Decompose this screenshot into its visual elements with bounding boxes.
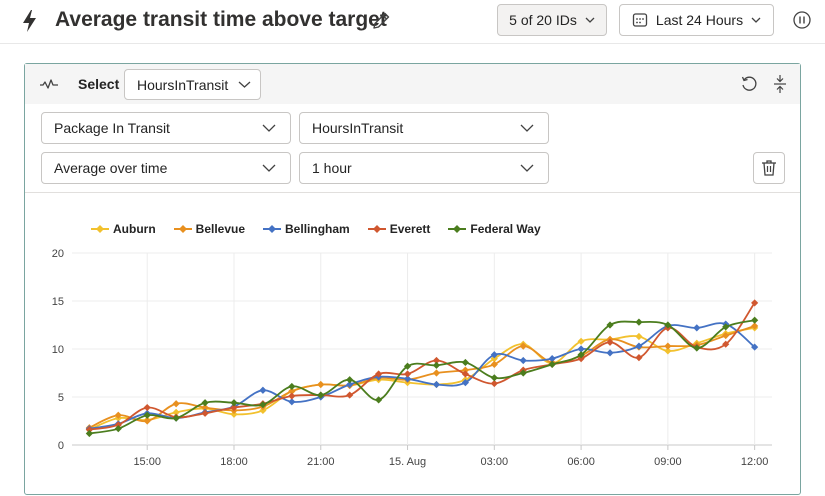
legend-marker-icon: [91, 225, 109, 233]
legend-marker-icon: [448, 225, 467, 233]
select-dropdown-value: HoursInTransit: [137, 76, 229, 93]
ids-filter-button[interactable]: 5 of 20 IDs: [497, 4, 607, 36]
entity-dropdown[interactable]: Package In Transit: [41, 112, 291, 144]
interval-dropdown[interactable]: 1 hour: [299, 152, 549, 184]
legend-item[interactable]: Bellingham: [263, 222, 350, 236]
page-title: Average transit time above target: [55, 8, 387, 31]
time-range-label: Last 24 Hours: [655, 12, 744, 28]
legend-item[interactable]: Auburn: [91, 222, 156, 236]
entity-dropdown-value: Package In Transit: [54, 120, 170, 136]
legend-marker-icon: [263, 225, 282, 233]
legend-item[interactable]: Bellevue: [173, 222, 246, 236]
time-range-button[interactable]: Last 24 Hours: [619, 4, 774, 36]
chevron-down-icon: [751, 17, 761, 23]
divider: [25, 192, 800, 193]
interval-dropdown-value: 1 hour: [312, 160, 352, 176]
collapse-icon[interactable]: [772, 74, 788, 94]
legend-marker-icon: [173, 225, 192, 233]
chevron-down-icon: [520, 124, 534, 132]
page-header: Average transit time above target 5 of 2…: [0, 0, 825, 44]
legend-label: Bellingham: [285, 222, 350, 236]
select-label: Select: [78, 76, 120, 92]
select-dropdown[interactable]: HoursInTransit: [124, 69, 261, 100]
chart-card: Select HoursInTransit Package In Transit…: [24, 63, 801, 495]
calendar-icon: [632, 13, 648, 27]
chevron-down-icon: [520, 164, 534, 172]
metric-dropdown-value: HoursInTransit: [312, 120, 404, 136]
chevron-down-icon: [262, 164, 276, 172]
legend-label: Bellevue: [195, 222, 246, 236]
legend-item[interactable]: Everett: [367, 222, 431, 236]
pause-icon[interactable]: [792, 10, 812, 30]
chevron-down-icon: [585, 17, 595, 23]
reset-icon[interactable]: [740, 75, 758, 93]
legend-label: Auburn: [113, 222, 156, 236]
legend-marker-icon: [367, 225, 386, 233]
card-toolbar: Select HoursInTransit: [25, 64, 800, 104]
signal-icon: [40, 79, 58, 89]
aggregation-dropdown-value: Average over time: [54, 160, 168, 176]
chevron-down-icon: [238, 81, 251, 88]
aggregation-dropdown[interactable]: Average over time: [41, 152, 291, 184]
lightning-icon: [23, 10, 36, 32]
chart-legend: Auburn Bellevue Bellingham Everett Federal W…: [91, 222, 541, 236]
chevron-down-icon: [262, 124, 276, 132]
legend-label: Federal Way: [470, 222, 541, 236]
trash-icon: [762, 160, 776, 176]
legend-item[interactable]: Federal Way: [448, 222, 541, 236]
edit-icon[interactable]: [370, 10, 392, 32]
ids-filter-label: 5 of 20 IDs: [509, 12, 577, 28]
legend-label: Everett: [389, 222, 431, 236]
metric-dropdown[interactable]: HoursInTransit: [299, 112, 549, 144]
delete-button[interactable]: [753, 152, 785, 184]
